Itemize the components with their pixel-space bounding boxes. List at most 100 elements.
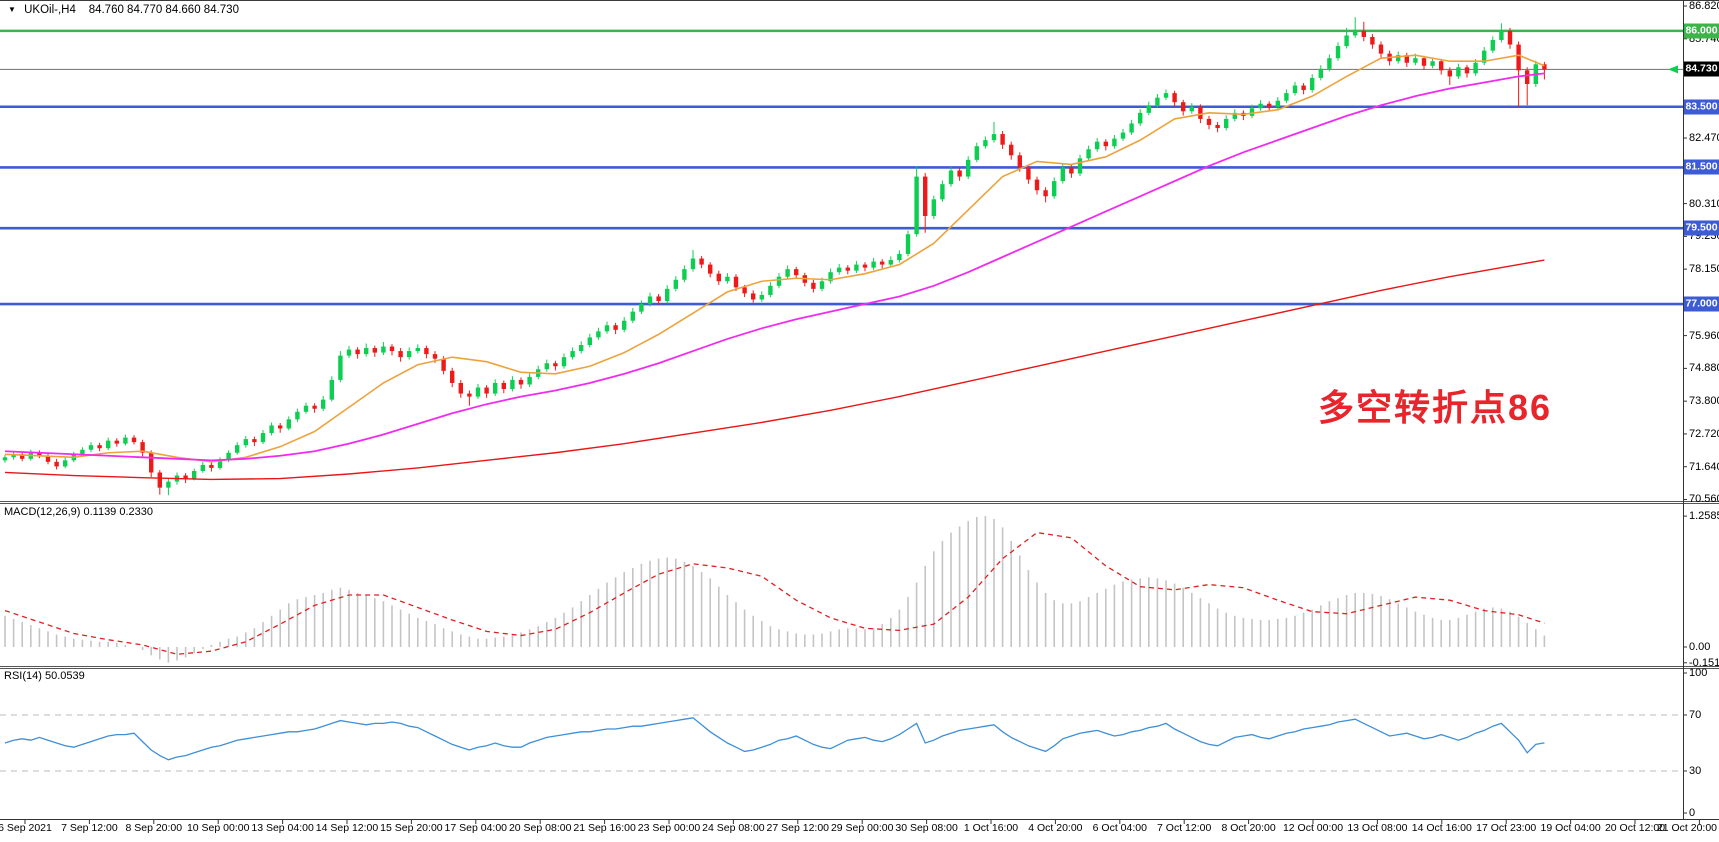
candle-body [278, 425, 283, 429]
candle-body [1525, 70, 1530, 84]
candle-body [63, 460, 68, 467]
candle-body [1077, 158, 1083, 174]
candle-body [424, 348, 429, 355]
candle-body [1215, 124, 1220, 129]
candle-body [604, 325, 610, 332]
chart-menu-arrow-icon[interactable]: ▼ [8, 5, 16, 14]
candle-body [355, 349, 360, 355]
candle-body [622, 320, 627, 330]
candle-body [37, 452, 42, 456]
candle-body [733, 276, 739, 288]
candle-body [2, 457, 8, 461]
candle-body [854, 264, 859, 271]
candle-body [888, 260, 893, 265]
candle-body [1516, 44, 1521, 71]
macd-indicator-label: MACD(12,26,9) 0.1139 0.2330 [4, 506, 153, 518]
candle-body [1482, 50, 1487, 63]
candle-body [1000, 134, 1005, 145]
candle-body [217, 460, 223, 468]
candle-body [880, 261, 885, 265]
candle-body [1026, 167, 1031, 180]
candle-body [1301, 85, 1306, 91]
candle-body [1181, 102, 1186, 112]
chart-annotation-text: 多空转折点86 [1318, 387, 1553, 428]
candle-body [1430, 61, 1435, 66]
ma-fast-line [4, 54, 1545, 463]
candle-body [467, 393, 472, 397]
candle-body [243, 439, 248, 446]
candle-body [1396, 55, 1401, 62]
candle-body [88, 445, 94, 450]
candle-body [966, 159, 971, 177]
candle-body [54, 461, 59, 467]
candle-body [1318, 68, 1323, 78]
candle-body [1232, 112, 1237, 119]
ma-mid-line [4, 72, 1545, 462]
candle-body [1292, 85, 1298, 94]
candle-body [940, 184, 945, 200]
candle-body [260, 433, 266, 443]
candle-body [1103, 141, 1108, 147]
candle-body [682, 269, 687, 280]
candle-body [1473, 62, 1478, 74]
candle-body [768, 285, 773, 295]
candle-body [1198, 106, 1203, 119]
candle-body [1206, 118, 1212, 125]
candle-body [338, 355, 343, 380]
candle-body [1344, 35, 1349, 47]
candle-body [819, 281, 825, 289]
candle-body [1456, 67, 1461, 77]
candle-body [570, 351, 575, 358]
candle-body [1009, 144, 1014, 156]
candle-body [596, 331, 601, 338]
candle-body [1353, 30, 1358, 36]
candle-body [1267, 103, 1272, 107]
candle-body [106, 440, 111, 449]
candle-body [1095, 141, 1100, 150]
candle-body [708, 264, 713, 274]
candle-body [372, 348, 377, 353]
candle-body [957, 170, 962, 177]
candle-body [140, 442, 145, 453]
candle-body [656, 296, 661, 302]
candle-body [1542, 64, 1547, 70]
candle-body [1335, 46, 1341, 59]
ohlc-values-label: 84.760 84.770 84.660 84.730 [88, 4, 239, 16]
candle-body [1017, 155, 1022, 168]
candle-body [561, 357, 567, 367]
candle-body [544, 363, 549, 370]
candle-body [742, 287, 747, 294]
candle-body [157, 472, 162, 488]
candle-body [123, 437, 128, 444]
candle-body [389, 346, 395, 352]
candle-body [923, 176, 928, 217]
candle-body [346, 349, 352, 356]
candle-body [226, 452, 231, 461]
candle-body [407, 351, 412, 358]
candle-body [1361, 30, 1366, 37]
candle-body [1284, 93, 1289, 101]
candle-body [11, 454, 16, 458]
candle-body [931, 199, 936, 217]
candle-body [1464, 67, 1470, 74]
candle-body [579, 345, 584, 352]
candle-body [1120, 132, 1126, 139]
candle-body [1224, 118, 1229, 129]
candle-body [1172, 93, 1177, 103]
candle-body [166, 481, 171, 488]
candle-body [1327, 58, 1332, 69]
candle-body [20, 454, 25, 459]
candle-body [1043, 190, 1048, 197]
candle-body [458, 382, 463, 394]
candle-body [983, 140, 988, 147]
candle-body [329, 379, 334, 400]
candle-body [1378, 44, 1384, 54]
candle-body [699, 258, 704, 265]
candle-body [80, 449, 85, 455]
candle-body [1155, 97, 1160, 106]
candle-body [501, 382, 506, 390]
candle-body [1146, 105, 1151, 113]
candle-body [759, 294, 764, 300]
rsi-indicator-label: RSI(14) 50.0539 [4, 670, 85, 682]
